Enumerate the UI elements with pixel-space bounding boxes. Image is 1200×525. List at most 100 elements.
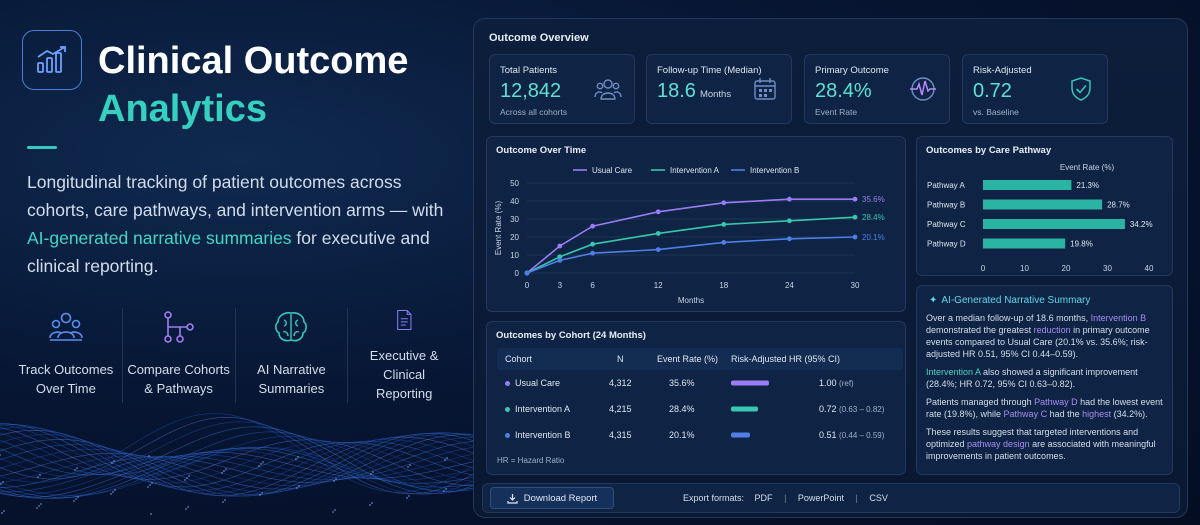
table-row: Usual Care 4,312 35.6% 1.00 (ref): [497, 370, 903, 396]
data-point: [524, 270, 530, 276]
document-icon: [397, 310, 412, 330]
data-point: [852, 234, 858, 240]
narrative-summary-card: ✦ AI-Generated Narrative Summary Over a m…: [916, 285, 1173, 475]
cohort-table-title: Outcomes by Cohort (24 Months): [496, 330, 646, 341]
y-tick-label: 50: [510, 179, 519, 188]
x-tick-label: 6: [590, 281, 595, 290]
x-tick-label: 0: [981, 264, 986, 273]
cohort-table-card: Outcomes by Cohort (24 Months) Cohort N …: [486, 321, 906, 475]
download-report-button[interactable]: Download Report: [490, 487, 614, 509]
data-point: [787, 196, 792, 202]
cohort-name: Usual Care: [505, 378, 560, 388]
series-line: [526, 198, 855, 274]
narrative-text: Over a median follow-up of 18.6 months, …: [926, 313, 1163, 461]
kpi-follow-up-time: Follow-up Time (Median) 18.6 Months: [646, 54, 792, 124]
cohort-hr: 0.51 (0.44 – 0.59): [819, 430, 885, 440]
cohort-hr: 1.00 (ref): [819, 378, 854, 388]
export-pdf-link[interactable]: PDF: [754, 493, 773, 503]
x-tick-label: 30: [851, 281, 860, 290]
brain-icon: [275, 312, 308, 342]
panel-title: Outcome Overview: [489, 32, 589, 44]
data-point: [590, 223, 595, 229]
people-group-icon: [49, 312, 83, 341]
line-chart-title: Outcome Over Time: [496, 145, 587, 156]
bar-value-label: 34.2%: [1130, 220, 1153, 229]
cohort-event-rate: 20.1%: [669, 430, 695, 440]
data-point: [655, 231, 661, 236]
pathway-bar: [983, 219, 1125, 229]
data-point: [557, 243, 563, 249]
sparkle-icon: ✦: [929, 295, 938, 306]
hr-bar: [731, 406, 759, 412]
heartbeat-icon: [910, 77, 936, 101]
hero-divider: [27, 146, 57, 149]
x-tick-label: 40: [1145, 264, 1154, 273]
shield-check-icon: [1071, 77, 1091, 101]
dashboard-panel: Outcome Overview Total Patients 12,842 A…: [473, 18, 1188, 518]
series-line: [526, 216, 856, 274]
export-formats: Export formats: PDF | PowerPoint | CSV: [683, 493, 888, 503]
kpi-risk-adjusted: Risk-Adjusted 0.72 vs. Baseline: [962, 54, 1108, 124]
kpi-primary-outcome: Primary Outcome 28.4% Event Rate: [804, 54, 950, 124]
feature-reporting: Executive & Clinical Reporting: [348, 308, 460, 403]
hero-description: Longitudinal tracking of patient outcome…: [27, 172, 444, 276]
data-point: [721, 240, 727, 245]
series-end-label: 28.4%: [862, 213, 885, 222]
cohort-event-rate: 35.6%: [669, 378, 695, 388]
data-point: [590, 250, 595, 256]
x-tick-label: 18: [719, 281, 728, 290]
cohort-n: 4,315: [609, 430, 632, 440]
kpi-total-patients: Total Patients 12,842 Across all cohorts: [489, 54, 635, 124]
cohort-n: 4,312: [609, 378, 632, 388]
table-footnote: HR = Hazard Ratio: [497, 456, 565, 465]
hero-description-highlight: AI-generated narrative summaries: [27, 228, 292, 248]
table-row: Intervention A 4,215 28.4% 0.72 (0.63 – 0.8…: [497, 396, 903, 422]
feature-compare-cohorts: Compare Cohorts & Pathways: [123, 308, 236, 403]
y-tick-label: 30: [510, 215, 519, 224]
outcome-over-time-chart: 0 10 20 30 40 50 0 3 6 12 18 24 30 Months Event Rate (…: [494, 166, 885, 305]
x-tick-label: 24: [785, 281, 794, 290]
data-point: [787, 218, 792, 224]
category-label: Pathway C: [927, 220, 966, 229]
bar-value-label: 28.7%: [1107, 201, 1130, 210]
x-tick-label: 20: [1062, 264, 1071, 273]
data-point: [590, 241, 595, 247]
care-pathway-card: Outcomes by Care Pathway Event Rate (%) P…: [916, 136, 1173, 276]
bar-value-label: 21.3%: [1076, 181, 1099, 190]
legend-label: Usual Care: [592, 166, 633, 175]
data-point: [787, 236, 792, 242]
category-label: Pathway B: [927, 201, 965, 210]
feature-ai-narrative: AI Narrative Summaries: [236, 308, 349, 403]
y-axis-label: Event Rate (%): [494, 201, 503, 256]
analytics-logo-icon: [22, 30, 82, 90]
x-tick-label: 3: [558, 281, 563, 290]
feature-track-outcomes: Track Outcomes Over Time: [10, 308, 123, 403]
data-point: [655, 247, 661, 252]
cohort-event-rate: 28.4%: [669, 404, 695, 414]
x-tick-label: 30: [1103, 264, 1112, 273]
data-point: [721, 222, 727, 227]
table-row: Intervention B 4,315 20.1% 0.51 (0.44 – 0.5…: [497, 422, 903, 448]
pathway-bar: [983, 180, 1072, 190]
pathway-bar: [983, 199, 1103, 210]
x-tick-label: 10: [1020, 264, 1029, 273]
wave-decoration: [0, 413, 480, 515]
cohort-n: 4,215: [609, 404, 632, 414]
care-pathway-chart: Event Rate (%) Pathway A 21.3% Pathway B 28.…: [927, 163, 1154, 273]
data-point: [852, 214, 858, 220]
data-point: [721, 200, 727, 206]
cohort-hr: 0.72 (0.63 – 0.82): [819, 404, 885, 414]
hero-title-line1: Clinical Outcome: [98, 40, 409, 82]
people-icon: [594, 79, 622, 100]
series-end-label: 20.1%: [862, 233, 885, 242]
feature-list: Track Outcomes Over Time Compare Cohorts &…: [10, 308, 460, 403]
cohort-table: Cohort N Event Rate (%) Risk-Adjusted HR…: [497, 348, 903, 448]
download-icon: [507, 493, 518, 504]
legend-label: Intervention A: [670, 166, 720, 175]
y-tick-label: 40: [510, 197, 519, 206]
export-powerpoint-link[interactable]: PowerPoint: [797, 493, 844, 503]
export-csv-link[interactable]: CSV: [869, 493, 888, 503]
cohort-name: Intervention B: [505, 430, 571, 440]
category-label: Pathway A: [927, 181, 965, 190]
bar-value-label: 19.8%: [1070, 240, 1093, 249]
